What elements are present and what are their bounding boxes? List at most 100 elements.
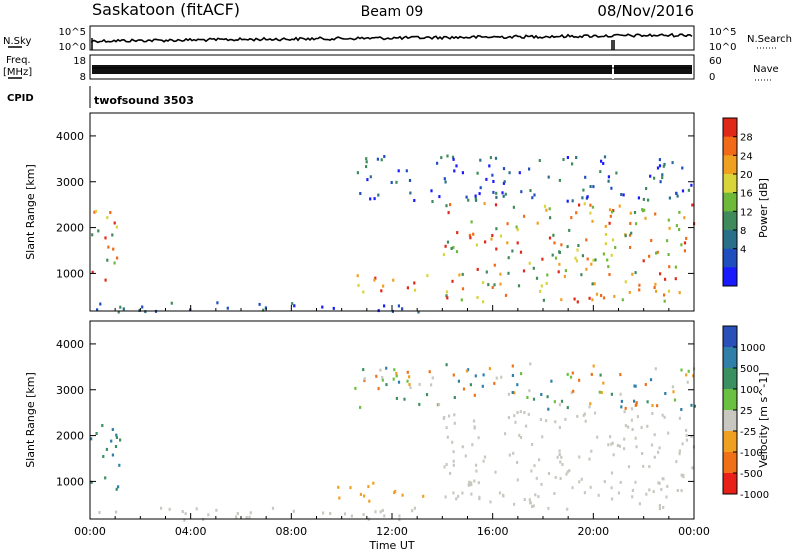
velocity-cell (653, 455, 656, 459)
velocity-cell (662, 505, 665, 509)
power-cell (141, 305, 144, 309)
velocity-cell (493, 381, 496, 385)
power-cell (373, 278, 376, 282)
power-cell (465, 195, 468, 199)
power-cell (562, 158, 565, 161)
power-cell (683, 216, 686, 220)
power-cell (585, 267, 588, 271)
power-cell (170, 301, 173, 305)
power-cell (492, 190, 495, 194)
power-cell (564, 269, 567, 273)
velocity-cell (627, 465, 631, 469)
velocity-cell (453, 396, 456, 399)
power-cell (405, 169, 408, 173)
velocity-cell (638, 502, 641, 506)
nsky-label: N.Sky (3, 36, 31, 47)
velocity-cell (569, 375, 573, 379)
power-cell (321, 305, 324, 309)
power-cell (413, 199, 416, 202)
power-cell (667, 289, 671, 293)
velocity-cell (359, 405, 362, 409)
velocity-colorbar-box (723, 368, 737, 390)
power-cell (630, 231, 633, 235)
nsky-tick-bottom: 10^0 (59, 42, 86, 53)
power-cell (99, 302, 102, 306)
power-cell (634, 271, 637, 275)
velocity-cell (627, 425, 630, 429)
power-cell (474, 194, 477, 198)
velocity-cell (470, 492, 473, 496)
power-cell (112, 247, 115, 251)
power-cell (575, 211, 578, 215)
power-cell (589, 211, 592, 215)
velocity-cell (101, 424, 104, 427)
power-cell (609, 214, 612, 218)
power-cell (104, 236, 107, 240)
power-cell (106, 258, 109, 262)
power-colorbar-box (723, 230, 737, 250)
power-cell (558, 262, 561, 266)
velocity-cell (550, 379, 553, 383)
velocity-cell (329, 512, 332, 515)
velocity-cell (292, 509, 295, 513)
power-cell (575, 259, 578, 263)
velocity-cell (658, 507, 661, 511)
power-cell (474, 197, 477, 201)
velocity-cell (556, 455, 559, 459)
velocity-colorbar-tick-label: 500 (740, 364, 759, 375)
velocity-cell (646, 424, 649, 428)
velocity-cell (482, 373, 485, 377)
nave-series (92, 65, 692, 74)
power-cell (91, 233, 94, 237)
power-cell (449, 203, 452, 207)
power-cell (592, 185, 595, 189)
velocity-cell (498, 491, 502, 495)
velocity-cell (514, 420, 517, 424)
velocity-cell (671, 385, 674, 389)
power-cell (226, 306, 229, 310)
velocity-cell (685, 373, 688, 377)
velocity-cell (465, 369, 468, 373)
power-cell (374, 276, 377, 280)
velocity-cell (408, 375, 411, 379)
velocity-cell (502, 494, 505, 498)
nsearch-label: N.Search (747, 34, 792, 45)
power-cell (678, 210, 681, 214)
power-cell (681, 189, 685, 193)
velocity-cell (470, 481, 473, 485)
power-cell (446, 154, 449, 158)
power-colorbar-label: Power [dB] (757, 178, 770, 238)
power-cell (545, 208, 548, 212)
power-cell (461, 287, 465, 291)
power-cell (533, 193, 536, 197)
velocity-cell (566, 372, 569, 376)
power-cell (491, 286, 494, 289)
power-cell (409, 191, 412, 195)
power-cell (591, 205, 594, 209)
power-cell (614, 246, 617, 249)
power-cell (119, 305, 122, 309)
velocity-cell (444, 495, 447, 499)
power-cell (680, 243, 683, 247)
velocity-cell (589, 402, 592, 406)
power-cell (691, 203, 694, 207)
power-cell (493, 283, 496, 287)
power-cell (519, 250, 523, 254)
velocity-cell (95, 432, 98, 435)
velocity-cell (572, 389, 575, 393)
velocity-cell (473, 479, 476, 483)
power-cell (676, 194, 679, 198)
power-cell (115, 225, 118, 229)
power-cell (460, 298, 463, 302)
velocity-cell (680, 368, 683, 372)
power-cell (573, 297, 576, 301)
velocity-cell (693, 404, 696, 408)
power-cell (455, 250, 459, 254)
power-cell (586, 195, 589, 199)
velocity-cell (236, 512, 239, 515)
velocity-cell (583, 412, 586, 416)
velocity-cell (570, 391, 573, 395)
velocity-cell (350, 514, 353, 518)
velocity-cell (610, 471, 614, 475)
velocity-cell (184, 512, 187, 516)
